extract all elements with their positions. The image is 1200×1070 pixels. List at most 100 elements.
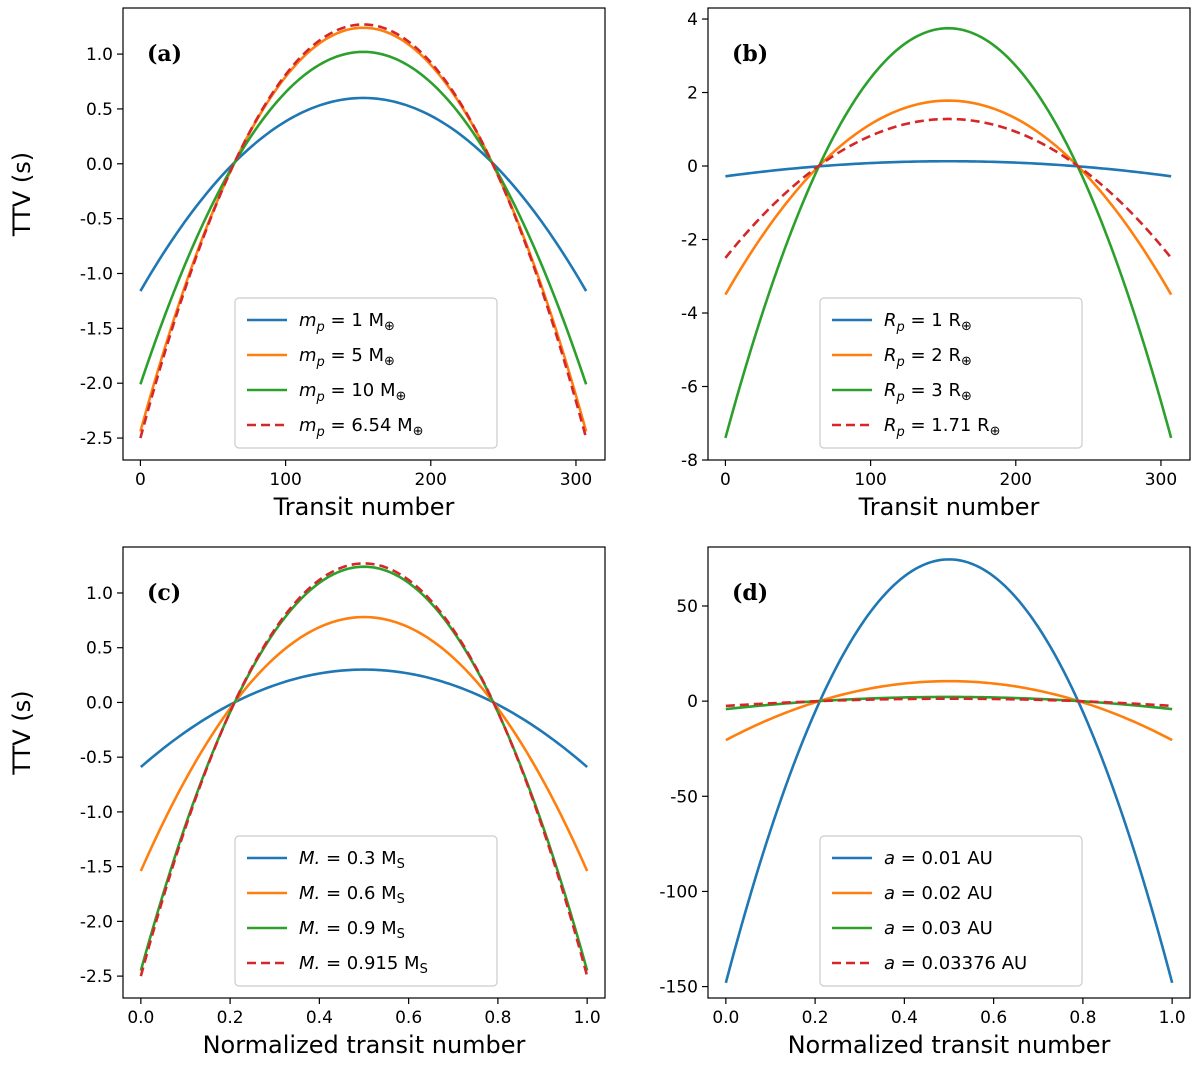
x-axis-label: Normalized transit number: [203, 1031, 526, 1059]
legend-value: = 1 R: [905, 310, 961, 331]
legend-value: = 1 M: [325, 310, 384, 331]
x-tick-label: 0.6: [980, 1008, 1007, 1028]
x-tick-label: 0.6: [395, 1008, 422, 1028]
legend-symbol: R: [884, 310, 897, 331]
legend-entry-4: M. = 0.915 MS: [299, 953, 428, 977]
legend-entry-4: Rp = 1.71 R⊕: [884, 415, 1001, 440]
legend-entry-2: mp = 5 M⊕: [299, 345, 395, 370]
series-line-1: [139, 96, 588, 292]
y-tick-label: 2: [687, 84, 698, 104]
panel-label: (a): [147, 41, 182, 67]
series-group: [724, 558, 1174, 984]
legend-unit: ⊕: [961, 354, 972, 369]
legend-value: = 0.02 AU: [895, 883, 993, 904]
series-line-4: [725, 697, 1173, 708]
x-tick-label: 100: [269, 470, 301, 490]
legend-value: = 0.01 AU: [895, 848, 993, 869]
legend-value: = 2 R: [905, 345, 961, 366]
legend: M. = 0.3 MSM. = 0.6 MSM. = 0.9 MSM. = 0.…: [234, 835, 498, 987]
y-tick-label: -2.0: [80, 374, 113, 394]
legend-frame: [819, 835, 1083, 987]
y-tick-label: 0.0: [86, 155, 113, 175]
series-line-2: [139, 615, 589, 872]
legend-subscript: p: [316, 425, 325, 440]
legend-value: = 0.9 M: [320, 918, 396, 939]
legend-subscript: p: [316, 320, 325, 335]
x-tick-label: 0: [135, 470, 146, 490]
legend-entry-1: mp = 1 M⊕: [299, 310, 395, 335]
panel-label: (b): [732, 41, 768, 67]
y-tick-label: -2.5: [80, 967, 113, 987]
series-line-2: [724, 99, 1173, 296]
x-tick-label: 0.0: [712, 1008, 739, 1028]
series-line-4: [139, 23, 588, 439]
y-tick-label: 1.0: [86, 45, 113, 65]
x-tick-label: 200: [415, 470, 447, 490]
series-line-1: [725, 159, 1172, 178]
x-tick-label: 300: [1145, 470, 1177, 490]
x-tick-label: 0.2: [802, 1008, 829, 1028]
legend: mp = 1 M⊕mp = 5 M⊕mp = 10 M⊕mp = 6.54 M⊕: [234, 297, 498, 449]
y-tick-label: -2.5: [80, 429, 113, 449]
legend: a = 0.01 AUa = 0.02 AUa = 0.03 AUa = 0.0…: [819, 835, 1083, 987]
legend-value: = 6.54 M: [325, 415, 413, 436]
x-tick-label: 200: [1000, 470, 1032, 490]
legend-entry-1: a = 0.01 AU: [884, 848, 993, 869]
legend-entry-3: Rp = 3 R⊕: [884, 380, 972, 405]
series-line-3: [724, 26, 1173, 439]
plot-frame: [707, 546, 1191, 999]
x-tick-label: 100: [854, 470, 886, 490]
y-tick-label: -150: [659, 978, 698, 998]
legend-unit: ⊕: [990, 424, 1001, 439]
legend-unit: S: [397, 927, 405, 942]
legend-entry-2: a = 0.02 AU: [884, 883, 993, 904]
y-tick-label: 0.5: [86, 100, 113, 120]
series-group: [724, 26, 1173, 439]
legend-symbol: a: [884, 953, 895, 974]
legend-value: = 0.03 AU: [895, 918, 993, 939]
legend-symbol: m: [299, 345, 317, 366]
legend-unit: ⊕: [384, 319, 395, 334]
x-tick-label: 0.8: [484, 1008, 511, 1028]
legend-subscript: p: [896, 390, 905, 405]
legend-unit: S: [420, 962, 428, 977]
y-tick-label: -1.5: [80, 858, 113, 878]
legend-entry-2: Rp = 2 R⊕: [884, 345, 972, 370]
legend-value: = 5 M: [325, 345, 384, 366]
x-tick-label: 0: [720, 470, 731, 490]
panel-a: 0 100 200 300 -2.5 -2.0 -1.5 -1.0 -0.5 0.0 0.5 1.0 T…: [8, 7, 606, 521]
x-tick-label: 1.0: [1159, 1008, 1186, 1028]
legend-unit: ⊕: [384, 354, 395, 369]
legend-symbol: m: [299, 415, 317, 436]
y-tick-label: -2.0: [80, 912, 113, 932]
legend-symbol: M.: [299, 953, 320, 974]
y-tick-label: -4: [681, 304, 698, 324]
y-tick-label: -50: [670, 787, 698, 807]
legend-unit: S: [397, 892, 405, 907]
legend-value: = 0.915 M: [320, 953, 419, 974]
y-tick-label: -2: [681, 231, 698, 251]
legend-symbol: m: [299, 380, 317, 401]
y-tick-label: -1.5: [80, 319, 113, 339]
legend-entry-4: mp = 6.54 M⊕: [299, 415, 424, 440]
series-line-1: [139, 668, 589, 769]
legend-symbol: a: [884, 918, 895, 939]
x-tick-label: 1.0: [574, 1008, 601, 1028]
y-axis-label: TTV (s): [8, 152, 36, 237]
legend-symbol: m: [299, 310, 317, 331]
legend-entry-3: a = 0.03 AU: [884, 918, 993, 939]
legend-entry-1: M. = 0.3 MS: [299, 848, 405, 872]
legend-frame: [234, 835, 498, 987]
legend-unit: ⊕: [413, 424, 424, 439]
x-tick-label: 0.8: [1069, 1008, 1096, 1028]
y-tick-label: 4: [687, 10, 698, 30]
series-line-3: [139, 50, 588, 385]
legend-unit: S: [397, 857, 405, 872]
legend-subscript: p: [896, 320, 905, 335]
legend-entry-3: M. = 0.9 MS: [299, 918, 405, 942]
legend-entry-4: a = 0.03376 AU: [884, 953, 1027, 974]
x-axis-label: Transit number: [273, 493, 455, 521]
y-tick-label: -100: [659, 882, 698, 902]
series-line-1: [724, 558, 1174, 984]
